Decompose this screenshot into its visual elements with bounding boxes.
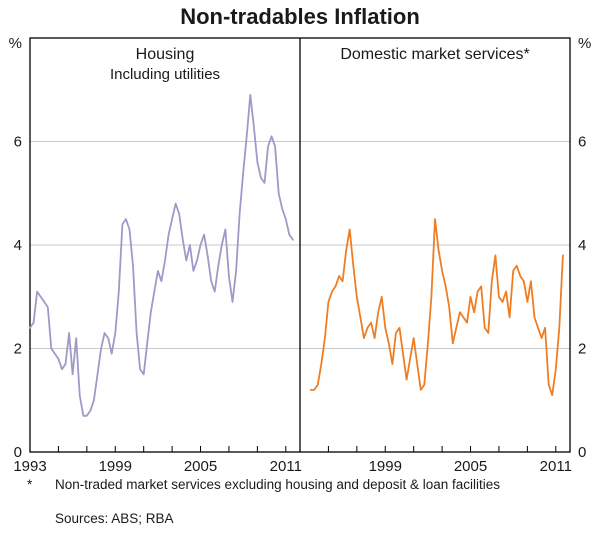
- svg-text:4: 4: [14, 237, 22, 254]
- svg-text:%: %: [578, 35, 591, 52]
- svg-text:6: 6: [14, 134, 22, 151]
- svg-text:%: %: [9, 35, 22, 52]
- svg-text:1999: 1999: [99, 458, 132, 475]
- svg-text:4: 4: [578, 237, 586, 254]
- panel-label-housing: Housing: [135, 46, 195, 63]
- svg-text:2011: 2011: [540, 458, 572, 475]
- svg-text:2005: 2005: [454, 458, 487, 475]
- svg-text:2: 2: [14, 341, 22, 358]
- svg-text:2011: 2011: [270, 458, 302, 475]
- chart-title: Non-tradables Inflation: [180, 4, 420, 29]
- svg-text:1999: 1999: [369, 458, 402, 475]
- svg-text:6: 6: [578, 134, 586, 151]
- svg-text:1993: 1993: [13, 458, 46, 475]
- svg-text:0: 0: [578, 444, 586, 461]
- panel-label-services: Domestic market services*: [340, 46, 530, 63]
- svg-text:2005: 2005: [184, 458, 217, 475]
- sources-text: Sources: ABS; RBA: [55, 511, 174, 526]
- footnote-text: Non-traded market services excluding hou…: [55, 477, 500, 492]
- svg-text:2: 2: [578, 341, 586, 358]
- svg-text:0: 0: [14, 444, 22, 461]
- footnote-marker: *: [27, 477, 33, 492]
- panel-sublabel-housing: Including utilities: [109, 66, 221, 83]
